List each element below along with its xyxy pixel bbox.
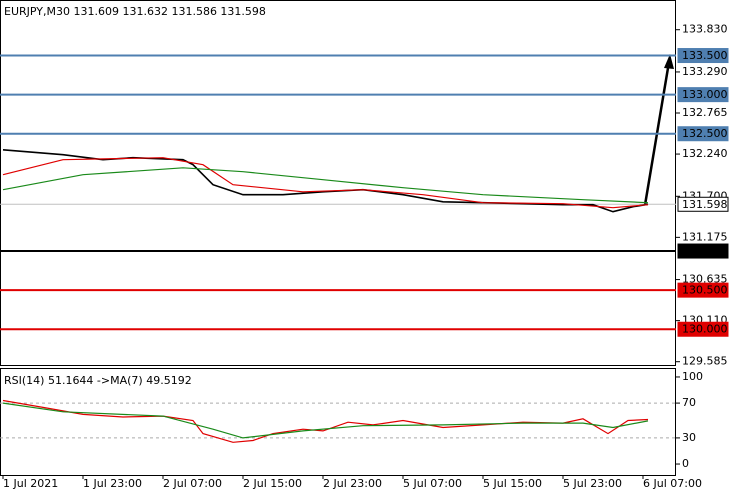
x-tick-label: 1 Jul 23:00 (83, 477, 142, 490)
x-tick-label: 5 Jul 07:00 (403, 477, 462, 490)
arrow-head (664, 54, 674, 69)
y-tick-label: 132.240 (682, 147, 728, 160)
x-tick-label: 5 Jul 15:00 (483, 477, 542, 490)
level-label-box (677, 243, 729, 259)
rsi-title: RSI(14) 51.1644 ->MA(7) 49.5192 (4, 374, 192, 387)
x-tick-label: 5 Jul 23:00 (563, 477, 622, 490)
series-line (2, 157, 649, 209)
series-line (2, 167, 649, 204)
level-label: 133.500 (682, 49, 728, 62)
level-label-box (677, 282, 729, 298)
rsi-panel (0, 368, 676, 476)
series-line (2, 402, 649, 439)
x-tick-label: 2 Jul 15:00 (243, 477, 302, 490)
y-tick-label: 0 (682, 457, 689, 470)
level-label: 130.000 (682, 323, 728, 336)
level-label-box (677, 48, 729, 64)
y-tick-label: 131.175 (682, 230, 728, 243)
x-tick-label: 2 Jul 07:00 (163, 477, 222, 490)
y-tick-label: 133.830 (682, 23, 728, 36)
level-label-box (677, 87, 729, 103)
level-label: 133.000 (682, 88, 728, 101)
y-tick-label: 129.585 (682, 355, 728, 368)
main-title: EURJPY,M30 131.609 131.632 131.586 131.5… (4, 5, 266, 18)
x-tick-label: 2 Jul 23:00 (323, 477, 382, 490)
main-panel (0, 0, 676, 366)
x-tick-label: 1 Jul 2021 (3, 477, 58, 490)
y-tick-label: 133.290 (682, 65, 728, 78)
level-label-box (677, 196, 729, 212)
level-label: 130.500 (682, 284, 728, 297)
level-label-box (677, 321, 729, 337)
y-tick-label: 30 (682, 431, 696, 444)
y-tick-label: 100 (682, 370, 703, 383)
level-label: 131.598 (682, 198, 728, 211)
y-tick-label: 70 (682, 396, 696, 409)
level-label-box (677, 126, 729, 142)
level-label: 131.000 (682, 245, 728, 258)
y-tick-label: 132.765 (682, 106, 728, 119)
level-label: 132.500 (682, 127, 728, 140)
x-tick-label: 6 Jul 07:00 (643, 477, 702, 490)
y-tick-label: 130.635 (682, 273, 728, 286)
series-line (2, 399, 649, 443)
